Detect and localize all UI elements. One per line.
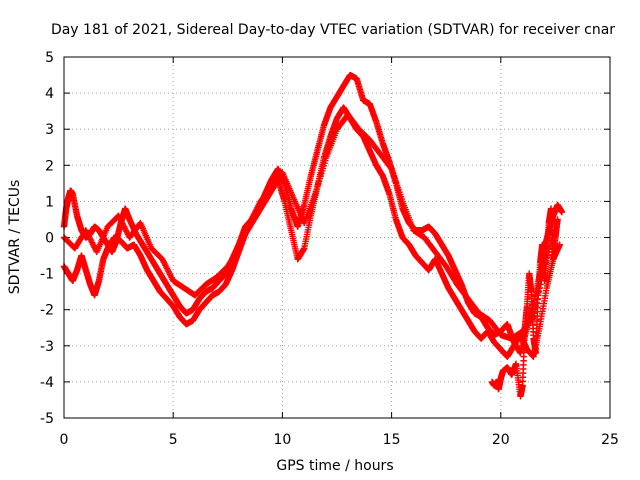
y-tick-label: -1 (40, 267, 54, 283)
data-points (60, 71, 566, 400)
y-tick-label: -2 (40, 303, 54, 319)
plot-frame (63, 56, 611, 419)
x-tick-label: 0 (60, 432, 69, 448)
data-point-marker (533, 299, 540, 306)
data-point-marker (558, 209, 566, 216)
y-tick-label: 2 (45, 158, 54, 174)
data-point-marker (387, 164, 395, 172)
x-tick-label: 25 (601, 432, 619, 448)
y-tick-label: -4 (40, 375, 54, 391)
y-tick-label: 5 (45, 50, 54, 66)
y-tick-label: 0 (45, 231, 54, 247)
y-tick-label: 4 (45, 86, 54, 102)
y-tick-label: -5 (40, 411, 54, 427)
chart-title: Day 181 of 2021, Sidereal Day-to-day VTE… (51, 22, 615, 38)
y-tick-label: 1 (45, 194, 54, 210)
y-tick-label: -3 (40, 339, 54, 355)
data-point-marker (554, 216, 561, 223)
x-tick-label: 5 (169, 432, 178, 448)
x-tick-label: 15 (383, 432, 401, 448)
y-tick-label: 3 (45, 122, 54, 138)
x-axis-label: GPS time / hours (276, 458, 393, 474)
x-tick-label: 10 (273, 432, 291, 448)
x-tick-label: 20 (492, 432, 510, 448)
y-axis-label: SDTVAR / TECUs (7, 180, 23, 295)
